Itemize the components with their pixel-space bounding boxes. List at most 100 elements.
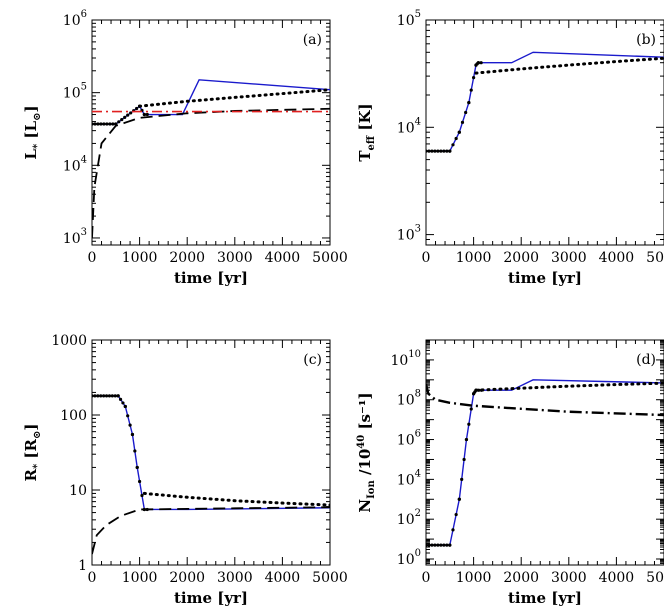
panel-tag: (a) bbox=[303, 32, 322, 48]
x-tick-label: 1000 bbox=[122, 570, 158, 586]
y-tick-label: 10 bbox=[69, 483, 87, 499]
x-tick-label: 3000 bbox=[551, 570, 587, 586]
y-tick-label: 102 bbox=[397, 508, 421, 528]
y-tick-exponent: 5 bbox=[81, 82, 87, 93]
y-axis-label: Teff [K] bbox=[356, 103, 377, 161]
y-tick-base: 10 bbox=[397, 120, 415, 136]
series-marker bbox=[457, 130, 461, 134]
series-marker bbox=[476, 61, 480, 65]
y-axis-label-part: L bbox=[22, 149, 40, 160]
y-tick-base: 10 bbox=[397, 433, 415, 449]
series-marker bbox=[96, 394, 100, 398]
y-axis-label-part: 40 bbox=[356, 435, 367, 449]
series-marker bbox=[433, 149, 437, 153]
y-axis-label-part: [s⁻¹] bbox=[356, 392, 374, 434]
y-axis-label-part: [L bbox=[22, 120, 40, 143]
y-tick-exponent: 3 bbox=[81, 227, 87, 238]
series-dotted-line bbox=[474, 381, 664, 392]
y-axis-label-part: * bbox=[32, 143, 43, 149]
series-marker bbox=[140, 493, 144, 498]
series-marker bbox=[427, 149, 431, 153]
series-marker bbox=[110, 394, 114, 398]
y-axis-label-part: R bbox=[22, 469, 40, 482]
x-axis-label: time [yr] bbox=[174, 589, 248, 607]
y-tick-label: 106 bbox=[63, 9, 87, 29]
plot-frame bbox=[425, 19, 664, 246]
series-marker bbox=[93, 122, 97, 126]
x-tick-label: 3000 bbox=[551, 250, 587, 266]
y-tick-label: 104 bbox=[397, 468, 421, 488]
x-tick-label: 2000 bbox=[169, 570, 205, 586]
y-axis-label: R* [R⊙] bbox=[22, 424, 43, 482]
panel-tag: (b) bbox=[636, 32, 656, 48]
y-axis-label-part: ⊙ bbox=[32, 431, 43, 439]
y-tick-exponent: 3 bbox=[415, 224, 421, 235]
series-marker bbox=[467, 422, 471, 426]
series-marker bbox=[126, 414, 130, 418]
y-tick-label: 105 bbox=[63, 82, 87, 102]
y-tick-label: 103 bbox=[397, 224, 421, 244]
y-axis-label-part: N bbox=[356, 499, 374, 513]
series-marker bbox=[467, 100, 471, 105]
series-blue-line bbox=[92, 395, 330, 511]
series-marker bbox=[92, 122, 94, 126]
x-tick-label: 0 bbox=[88, 250, 97, 266]
series-marker bbox=[430, 149, 434, 153]
series-marker bbox=[123, 115, 127, 119]
series-marker bbox=[111, 122, 115, 126]
x-tick-label: 5000 bbox=[312, 250, 348, 266]
series-marker bbox=[120, 117, 124, 122]
series-marker bbox=[129, 111, 133, 115]
x-tick-label: 1000 bbox=[456, 570, 492, 586]
series-marker bbox=[99, 122, 103, 126]
y-axis-label-part: T bbox=[356, 150, 374, 162]
series-marker bbox=[469, 88, 473, 92]
y-tick-label: 103 bbox=[63, 227, 87, 247]
y-axis-label-part: /10 bbox=[356, 449, 374, 481]
y-tick-exponent: 4 bbox=[415, 468, 421, 479]
y-tick-label: 106 bbox=[397, 429, 421, 449]
y-tick-label: 108 bbox=[397, 389, 421, 409]
y-axis-label-part: ] bbox=[22, 424, 40, 431]
series-blue-line bbox=[92, 79, 330, 125]
panel-tag: (d) bbox=[636, 352, 656, 368]
x-tick-label: 4000 bbox=[599, 250, 635, 266]
series-marker bbox=[133, 449, 137, 453]
y-tick-exponent: 4 bbox=[81, 154, 87, 165]
series-marker bbox=[96, 122, 100, 126]
x-tick-label: 2000 bbox=[169, 250, 205, 266]
y-tick-base: 10 bbox=[63, 86, 81, 102]
series-marker bbox=[464, 110, 468, 115]
y-axis-label-part: ⊙ bbox=[32, 113, 43, 121]
y-tick-base: 10 bbox=[397, 552, 415, 568]
series-marker bbox=[126, 113, 130, 117]
y-axis-label-part: [R bbox=[22, 438, 40, 463]
panel-a: 0 1000 2000 3000 4000 5000103104105106(a)time… bbox=[22, 9, 348, 287]
series-marker bbox=[102, 394, 106, 398]
x-axis-label: time [yr] bbox=[508, 589, 582, 607]
series-marker bbox=[426, 543, 428, 547]
x-axis-label: time [yr] bbox=[174, 269, 248, 287]
y-tick-base: 10 bbox=[397, 228, 415, 244]
x-tick-label: 5000 bbox=[312, 570, 348, 586]
x-tick-label: 2000 bbox=[503, 250, 539, 266]
x-tick-label: 0 bbox=[422, 570, 431, 586]
series-marker bbox=[439, 543, 443, 547]
y-tick-base: 10 bbox=[397, 13, 415, 29]
x-tick-label: 4000 bbox=[599, 570, 635, 586]
series-marker bbox=[130, 432, 135, 437]
series-marker bbox=[479, 61, 483, 65]
series-marker bbox=[93, 394, 97, 398]
x-tick-label: 4000 bbox=[265, 250, 301, 266]
series-marker bbox=[448, 543, 452, 547]
series-marker bbox=[116, 394, 120, 398]
y-tick-label: 1 bbox=[78, 558, 87, 574]
plot-frame bbox=[425, 339, 664, 566]
series-marker bbox=[457, 497, 461, 501]
panel-c: 0 1000 2000 3000 4000 5000 1 10 100 1000 (c) time [… bbox=[22, 333, 348, 607]
series-dotted-line bbox=[142, 491, 330, 507]
x-tick-label: 1000 bbox=[456, 250, 492, 266]
series-marker bbox=[145, 112, 149, 117]
